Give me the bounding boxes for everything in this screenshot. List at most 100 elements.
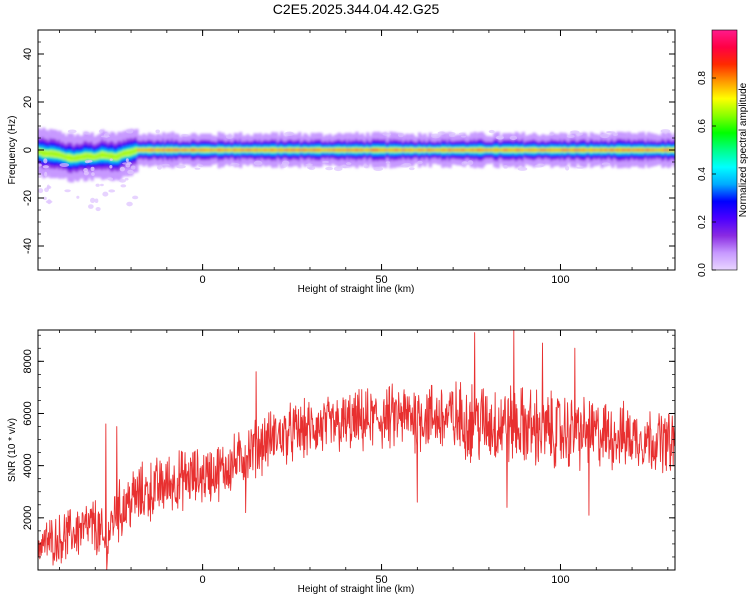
heatmap-cell (639, 149, 644, 151)
heatmap-speck (576, 166, 585, 169)
heatmap-cell (564, 148, 569, 152)
heatmap-cell (536, 149, 540, 151)
heatmap-cell (559, 148, 563, 152)
heatmap-speck (325, 166, 334, 171)
heatmap-cell (605, 149, 610, 151)
heatmap-cell (140, 149, 144, 151)
heatmap-cell (414, 149, 418, 151)
heatmap-cell (265, 149, 270, 151)
colorbar: 0.0 0.2 0.4 0.6 0.8 Normalized spectral ampl… (697, 29, 749, 277)
heatmap-cell (115, 155, 119, 159)
heatmap-cell (111, 155, 116, 159)
heatmap-cell (621, 148, 626, 152)
heatmap-speck (83, 167, 88, 173)
heatmap-cell (280, 148, 284, 152)
snr-y-label: SNR (10 * v/v) (7, 418, 18, 482)
heatmap-cell (555, 149, 560, 151)
heatmap-cell (167, 148, 171, 152)
heatmap-cell (219, 149, 223, 151)
heatmap-cell (366, 148, 370, 152)
heatmap-cell (83, 155, 87, 159)
heatmap-cell (339, 148, 343, 152)
heatmap-speck (448, 132, 456, 136)
heatmap-cell (303, 148, 307, 152)
heatmap-cell (537, 149, 542, 151)
heatmap-speck (430, 133, 441, 139)
heatmap-cell (169, 149, 173, 151)
heatmap-cell (176, 149, 180, 151)
snr-background (38, 330, 675, 570)
heatmap-cell (527, 149, 531, 151)
heatmap-cell (192, 148, 196, 152)
heatmap-speck (463, 161, 468, 165)
heatmap-cell (630, 149, 635, 151)
heatmap-speck (161, 163, 170, 167)
heatmap-cell (376, 148, 381, 152)
heatmap-cell (131, 150, 136, 154)
heatmap-cell (546, 149, 551, 151)
heatmap-cell (106, 154, 110, 157)
heatmap-cell (360, 148, 365, 152)
heatmap-cell (271, 148, 275, 152)
heatmap-cell (77, 156, 82, 159)
heatmap-cell (222, 149, 227, 151)
heatmap-cell (199, 148, 204, 152)
heatmap-cell (407, 149, 411, 151)
heatmap-cell (213, 149, 218, 151)
heatmap-cell (197, 149, 202, 151)
heatmap-cell (371, 148, 375, 152)
heatmap-cell (226, 149, 230, 151)
heatmap-speck (373, 166, 384, 172)
heatmap-cell (40, 150, 44, 154)
heatmap-cell (575, 149, 579, 151)
heatmap-cell (600, 148, 604, 152)
heatmap-cell (267, 149, 272, 151)
heatmap-speck (67, 129, 77, 134)
heatmap-cell (514, 148, 518, 152)
heatmap-cell (310, 148, 314, 152)
heatmap-cell (183, 149, 187, 151)
heatmap-cell (256, 149, 261, 151)
colorbar-label: Normalized spectral amplitude (738, 82, 749, 217)
heatmap-cell (242, 149, 246, 151)
heatmap-cell (346, 149, 350, 151)
heatmap-cell (233, 148, 238, 152)
heatmap-speck (549, 132, 554, 136)
heatmap-cell (237, 149, 241, 151)
heatmap-cell (185, 149, 189, 151)
heatmap-cell (548, 149, 552, 151)
heatmap-cell (283, 149, 288, 151)
heatmap-cell (251, 149, 255, 151)
heatmap-speck (570, 130, 580, 134)
heatmap-cell (194, 149, 198, 151)
heatmap-cell (170, 148, 175, 152)
heatmap-cell (344, 148, 348, 152)
heatmap-cell (419, 149, 424, 151)
heatmap-cell (396, 148, 400, 152)
heatmap-cell (638, 148, 642, 152)
colorbar-ticks: 0.0 0.2 0.4 0.6 0.8 (697, 71, 716, 277)
heatmap-speck (94, 198, 99, 203)
heatmap-cell (94, 155, 98, 159)
heatmap-cell (629, 148, 633, 152)
heatmap-cell (570, 148, 574, 152)
snr-x-tick-label: 100 (551, 574, 569, 586)
heatmap-cell (342, 149, 347, 151)
heatmap-cell (221, 148, 225, 152)
heatmap-cell (362, 149, 366, 151)
colorbar-tick-label: 0.8 (697, 71, 708, 85)
heatmap-cell (498, 149, 502, 151)
heatmap-cell (181, 149, 186, 151)
heatmap-cell (620, 148, 624, 152)
heatmap-speck (38, 163, 42, 167)
heatmap-cell (632, 148, 637, 152)
heatmap-speck (38, 188, 44, 194)
heatmap-cell (607, 149, 611, 151)
spectrogram-y-tick-label: -20 (22, 190, 34, 206)
heatmap-cell (324, 149, 329, 151)
heatmap-cell (70, 156, 75, 160)
snr-frame (37, 329, 676, 571)
heatmap-cell (154, 149, 159, 151)
heatmap-cell (240, 149, 245, 151)
